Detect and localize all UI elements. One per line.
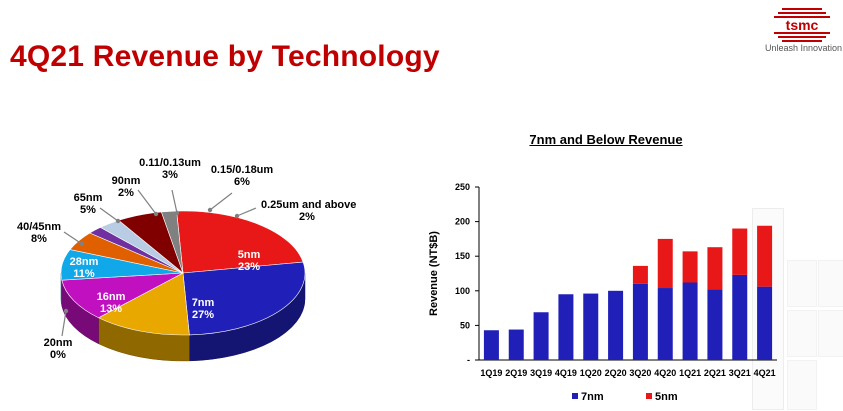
page-title: 4Q21 Revenue by Technology <box>10 40 440 73</box>
pie-pct-7nm: 27% <box>192 309 214 321</box>
pie-leader-90nm <box>137 189 157 215</box>
pie-label-0-25um-and-above: 0.25um and above <box>261 199 356 211</box>
bar-5nm-3Q21 <box>732 228 748 275</box>
bar-5nm-4Q20 <box>657 238 673 289</box>
pie-leader-0-15-0-18um <box>209 192 233 211</box>
x-tick-label: 4Q21 <box>754 368 776 378</box>
x-tick-label: 1Q19 <box>480 368 502 378</box>
pie-slice-7nm <box>182 261 306 336</box>
legend-swatch-7nm <box>572 393 578 399</box>
slogan: Unleash Innovation <box>764 43 842 53</box>
pie-pct-90nm: 2% <box>118 187 134 199</box>
x-tick-label: 2Q19 <box>505 368 527 378</box>
pie-leader-0-11-0-13um <box>171 189 178 214</box>
pie-pct-0-25um-and-above: 2% <box>299 211 315 223</box>
y-tick-label: - <box>467 355 470 365</box>
pie-leader-0-25um-and-above <box>236 207 257 217</box>
bar-7nm-1Q21 <box>682 282 698 360</box>
pie-label-0-11-0-13um: 0.11/0.13um <box>139 157 201 169</box>
bar-7nm-1Q20 <box>583 293 599 360</box>
pie-slice-5nm <box>176 210 304 274</box>
pie-slice-16nm <box>97 272 190 336</box>
bar-7nm-2Q21 <box>707 289 723 360</box>
x-tick-label: 3Q20 <box>629 368 651 378</box>
y-axis-label: Revenue (NT$B) <box>428 231 440 316</box>
pie-label-5nm: 5nm <box>238 249 261 261</box>
background-tile <box>818 260 843 307</box>
legend-swatch-5nm <box>646 393 652 399</box>
pie-label-65nm: 65nm <box>74 192 103 204</box>
bar-7nm-3Q21 <box>732 274 748 360</box>
pie-leader-40-45nm <box>63 231 83 245</box>
y-tick-label: 250 <box>455 182 470 192</box>
x-tick-label: 4Q20 <box>654 368 676 378</box>
y-tick-label: 100 <box>455 286 470 296</box>
logo-text: tsmc <box>786 17 819 33</box>
pie-label-90nm: 90nm <box>112 175 141 187</box>
background-tile <box>787 260 817 307</box>
legend-label-5nm: 5nm <box>655 391 678 403</box>
x-tick-label: 2Q21 <box>704 368 726 378</box>
bar-5nm-1Q21 <box>682 251 698 283</box>
pie-label-20nm: 20nm <box>44 337 73 349</box>
pie-leader-dot-90nm <box>153 211 159 217</box>
background-tile <box>787 360 817 410</box>
background-tile <box>787 310 817 357</box>
pie-leader-dot-40-45nm <box>79 241 85 247</box>
bar-7nm-4Q19 <box>558 294 574 360</box>
pie-slices <box>60 210 306 336</box>
y-tick-label: 150 <box>455 251 470 261</box>
pie-leader-dot-0-25um-and-above <box>234 213 240 219</box>
pie-label-7nm: 7nm <box>192 297 215 309</box>
bar-7nm-1Q19 <box>483 330 499 360</box>
bar-7nm-2Q19 <box>508 329 524 360</box>
pie-pct-28nm: 11% <box>73 268 95 280</box>
x-tick-label: 1Q20 <box>580 368 602 378</box>
bar-5nm-4Q21 <box>757 225 773 287</box>
tsmc-logo: tsmc <box>774 8 830 42</box>
bar-7nm-4Q20 <box>657 288 673 360</box>
legend-label-7nm: 7nm <box>581 391 604 403</box>
bar-5nm-2Q21 <box>707 247 723 290</box>
pie-pct-65nm: 5% <box>80 204 96 216</box>
pie-label-40-45nm: 40/45nm <box>17 221 61 233</box>
x-tick-label: 3Q19 <box>530 368 552 378</box>
pie-pct-0-11-0-13um: 3% <box>162 169 178 181</box>
bar-chart-title: 7nm and Below Revenue <box>529 132 683 147</box>
pie-leader-dot-65nm <box>115 218 121 224</box>
bar-7nm-3Q19 <box>533 312 549 360</box>
x-tick-label: 3Q21 <box>729 368 751 378</box>
pie-leader-dot-0-15-0-18um <box>207 207 213 213</box>
pie-leader-dot-20nm <box>63 308 69 314</box>
pie-label-28nm: 28nm <box>70 256 99 268</box>
bar-7nm-4Q21 <box>757 286 773 360</box>
x-tick-label: 1Q21 <box>679 368 701 378</box>
pie-leader-65nm <box>99 207 119 222</box>
x-tick-label: 2Q20 <box>605 368 627 378</box>
pie-pct-40-45nm: 8% <box>31 233 47 245</box>
y-tick-label: 50 <box>460 320 470 330</box>
pie-label-16nm: 16nm <box>97 291 126 303</box>
pie-label-0-15-0-18um: 0.15/0.18um <box>211 164 274 176</box>
bar-7nm-3Q20 <box>632 283 648 360</box>
x-tick-label: 4Q19 <box>555 368 577 378</box>
y-tick-label: 200 <box>455 217 470 227</box>
pie-pct-20nm: 0% <box>50 349 66 361</box>
pie-pct-5nm: 23% <box>238 261 260 273</box>
background-tile <box>818 310 843 357</box>
pie-pct-0-15-0-18um: 6% <box>234 176 250 188</box>
bar-7nm-2Q20 <box>608 290 624 360</box>
pie-leader-20nm <box>61 310 67 337</box>
pie-slice-28nm <box>61 272 184 319</box>
bar-5nm-3Q20 <box>632 265 648 284</box>
pie-pct-16nm: 13% <box>100 303 122 315</box>
pie-leader-dot-0-11-0-13um <box>174 210 180 216</box>
